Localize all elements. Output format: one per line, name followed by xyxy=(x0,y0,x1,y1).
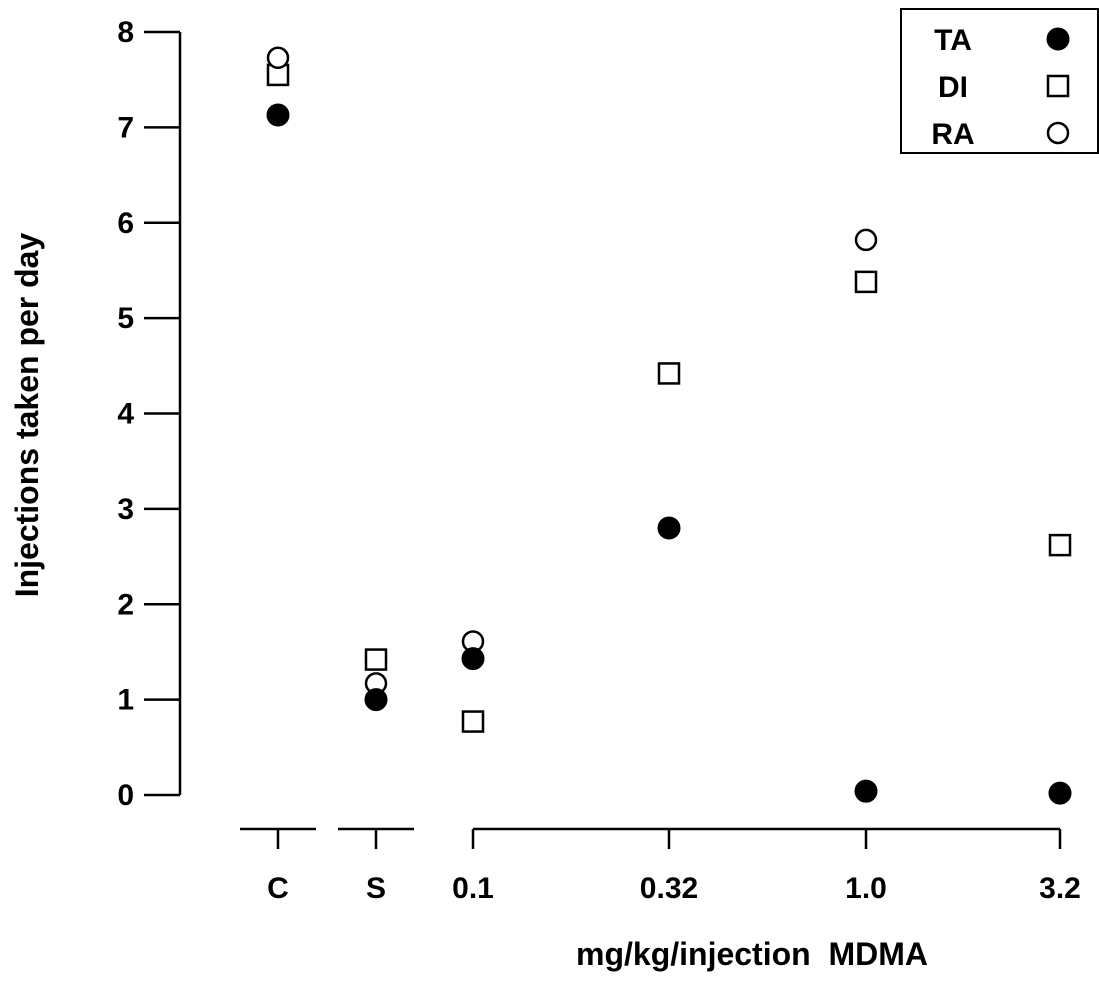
legend-label: DI xyxy=(938,71,968,104)
data-point-di xyxy=(364,648,388,671)
data-point-di xyxy=(854,270,878,294)
y-tick-label: 0 xyxy=(117,779,134,812)
data-point-ta xyxy=(461,647,485,671)
legend-marker-ta xyxy=(1046,27,1070,51)
y-tick-label: 2 xyxy=(117,588,134,621)
data-point-ta xyxy=(657,516,681,540)
legend-label: TA xyxy=(934,24,972,57)
x-tick-label: 1.0 xyxy=(845,872,887,905)
x-tick-label: 3.2 xyxy=(1039,872,1081,905)
x-tick-label: 0.32 xyxy=(640,872,698,905)
y-tick-label: 8 xyxy=(117,16,134,49)
x-tick-label: C xyxy=(267,872,289,905)
data-point-ra xyxy=(266,46,290,70)
y-tick-label: 5 xyxy=(117,302,134,335)
data-point-di xyxy=(461,710,485,733)
data-point-ta xyxy=(364,688,388,712)
legend-marker-di xyxy=(1046,74,1070,98)
data-point-ta xyxy=(1048,781,1072,805)
y-tick-label: 6 xyxy=(117,207,134,240)
x-axis: C S 0.1 0.32 1.0 3.2 xyxy=(240,827,1081,905)
y-tick-label: 4 xyxy=(117,398,134,431)
data-point-di xyxy=(657,362,681,385)
data-point-ta xyxy=(266,103,290,127)
x-tick-label: S xyxy=(366,872,386,905)
data-point-ra xyxy=(854,228,878,252)
data-marks xyxy=(266,46,1072,805)
legend-label: RA xyxy=(931,118,974,151)
legend: TA DI RA xyxy=(900,8,1099,154)
y-axis: 0 1 2 3 4 5 6 7 8 xyxy=(117,16,182,812)
data-point-ta xyxy=(854,779,878,803)
y-tick-label: 7 xyxy=(117,111,134,144)
y-axis-title: Injections taken per day xyxy=(9,233,45,598)
y-tick-label: 3 xyxy=(117,493,134,526)
legend-marker-ra xyxy=(1046,121,1070,145)
data-point-di xyxy=(1048,533,1072,557)
x-tick-label: 0.1 xyxy=(452,872,494,905)
y-tick-label: 1 xyxy=(117,684,134,717)
x-axis-title: mg/kg/injection MDMA xyxy=(576,936,928,972)
